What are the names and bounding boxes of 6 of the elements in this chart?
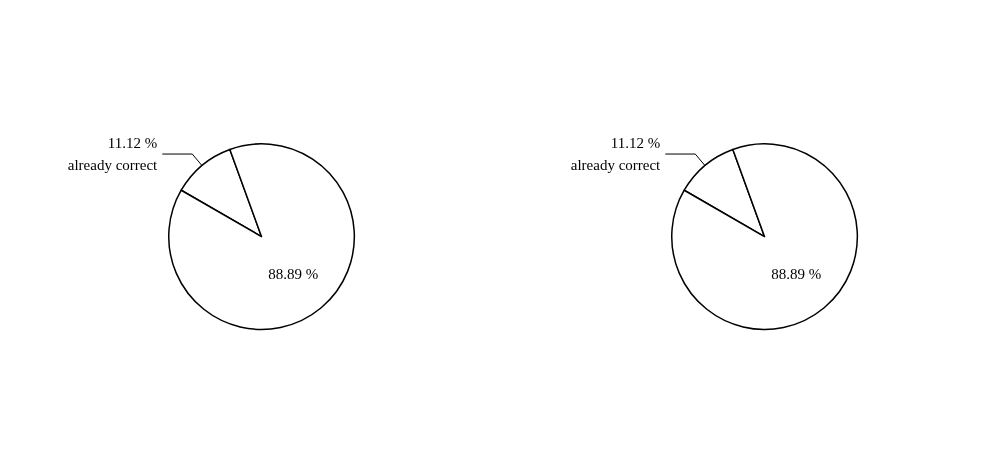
slice-label: already correct [570,157,662,174]
data-label: 88.89 % [771,266,822,283]
data-label: 11.12 % [610,135,661,152]
data-label: 88.89 % [268,266,319,283]
data-label: 11.12 % [107,135,158,152]
slice-label: already correct [67,157,159,174]
